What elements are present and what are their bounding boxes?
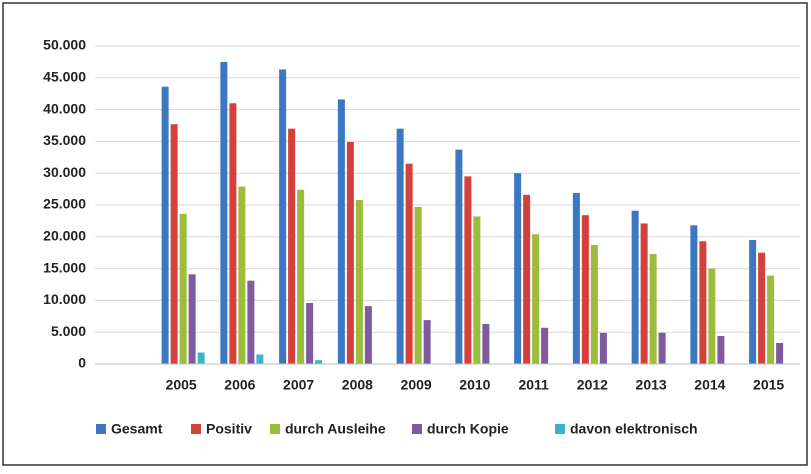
legend-swatch <box>412 424 422 434</box>
bar <box>482 323 490 364</box>
x-tick-label: 2015 <box>753 377 784 393</box>
legend-label: davon elektronisch <box>570 421 698 437</box>
bar <box>238 186 246 364</box>
x-tick-label: 2013 <box>636 377 667 393</box>
x-tick-label: 2014 <box>694 377 725 393</box>
bar <box>197 352 205 364</box>
bar <box>297 189 305 364</box>
bar <box>170 124 178 364</box>
legend-label: Gesamt <box>111 421 163 437</box>
legend-swatch <box>191 424 201 434</box>
bar <box>288 128 296 364</box>
bar <box>346 142 354 364</box>
frame <box>2 2 808 466</box>
bar <box>355 199 363 364</box>
bar <box>514 173 522 364</box>
x-tick-label: 2006 <box>224 377 255 393</box>
bar <box>581 215 589 364</box>
bar <box>631 210 639 364</box>
legend-swatch <box>270 424 280 434</box>
bar <box>455 149 463 364</box>
bar <box>523 194 531 364</box>
legend-swatch <box>555 424 565 434</box>
y-tick-label: 0 <box>78 355 86 371</box>
legend-label: durch Ausleihe <box>285 421 386 437</box>
bar <box>188 274 196 364</box>
y-tick-label: 10.000 <box>43 291 86 307</box>
y-tick-label: 30.000 <box>43 164 86 180</box>
bar <box>690 225 698 364</box>
y-tick-label: 5.000 <box>51 323 86 339</box>
bar <box>315 360 323 364</box>
x-tick-label: 2008 <box>342 377 373 393</box>
bar <box>405 163 413 364</box>
x-tick-label: 2012 <box>577 377 608 393</box>
bar <box>599 332 607 364</box>
y-tick-label: 50.000 <box>43 37 86 53</box>
y-tick-label: 35.000 <box>43 132 86 148</box>
bar <box>179 213 187 364</box>
bar <box>572 192 580 364</box>
bar <box>541 327 549 364</box>
x-tick-label: 2007 <box>283 377 314 393</box>
bar <box>649 253 657 364</box>
y-tick-label: 20.000 <box>43 228 86 244</box>
bar <box>749 239 757 364</box>
legend-swatch <box>96 424 106 434</box>
bar <box>658 332 666 364</box>
y-tick-label: 15.000 <box>43 259 86 275</box>
legend-label: Positiv <box>206 421 252 437</box>
bar <box>229 103 237 365</box>
bar <box>414 206 422 364</box>
bar <box>464 176 472 364</box>
bar <box>256 354 264 364</box>
y-tick-label: 25.000 <box>43 196 86 212</box>
bar <box>699 241 707 364</box>
y-tick-label: 45.000 <box>43 69 86 85</box>
bar <box>396 128 404 364</box>
bar <box>364 306 372 364</box>
bar <box>473 216 481 364</box>
x-tick-label: 2011 <box>518 377 549 393</box>
bar <box>423 320 431 364</box>
legend-label: durch Kopie <box>427 421 509 437</box>
bar <box>708 268 716 364</box>
bar <box>640 223 648 364</box>
bar <box>220 61 228 365</box>
bar <box>161 86 169 364</box>
bar <box>279 69 287 365</box>
x-tick-label: 2009 <box>401 377 432 393</box>
bar <box>337 99 345 364</box>
bar <box>247 280 255 364</box>
bar <box>717 336 725 364</box>
bar <box>532 234 540 364</box>
y-tick-label: 40.000 <box>43 100 86 116</box>
bar <box>767 275 775 364</box>
x-tick-label: 2005 <box>166 377 197 393</box>
x-tick-label: 2010 <box>459 377 490 393</box>
bar <box>758 252 766 364</box>
bar <box>776 343 784 364</box>
bar <box>306 302 314 364</box>
bar <box>590 245 598 364</box>
